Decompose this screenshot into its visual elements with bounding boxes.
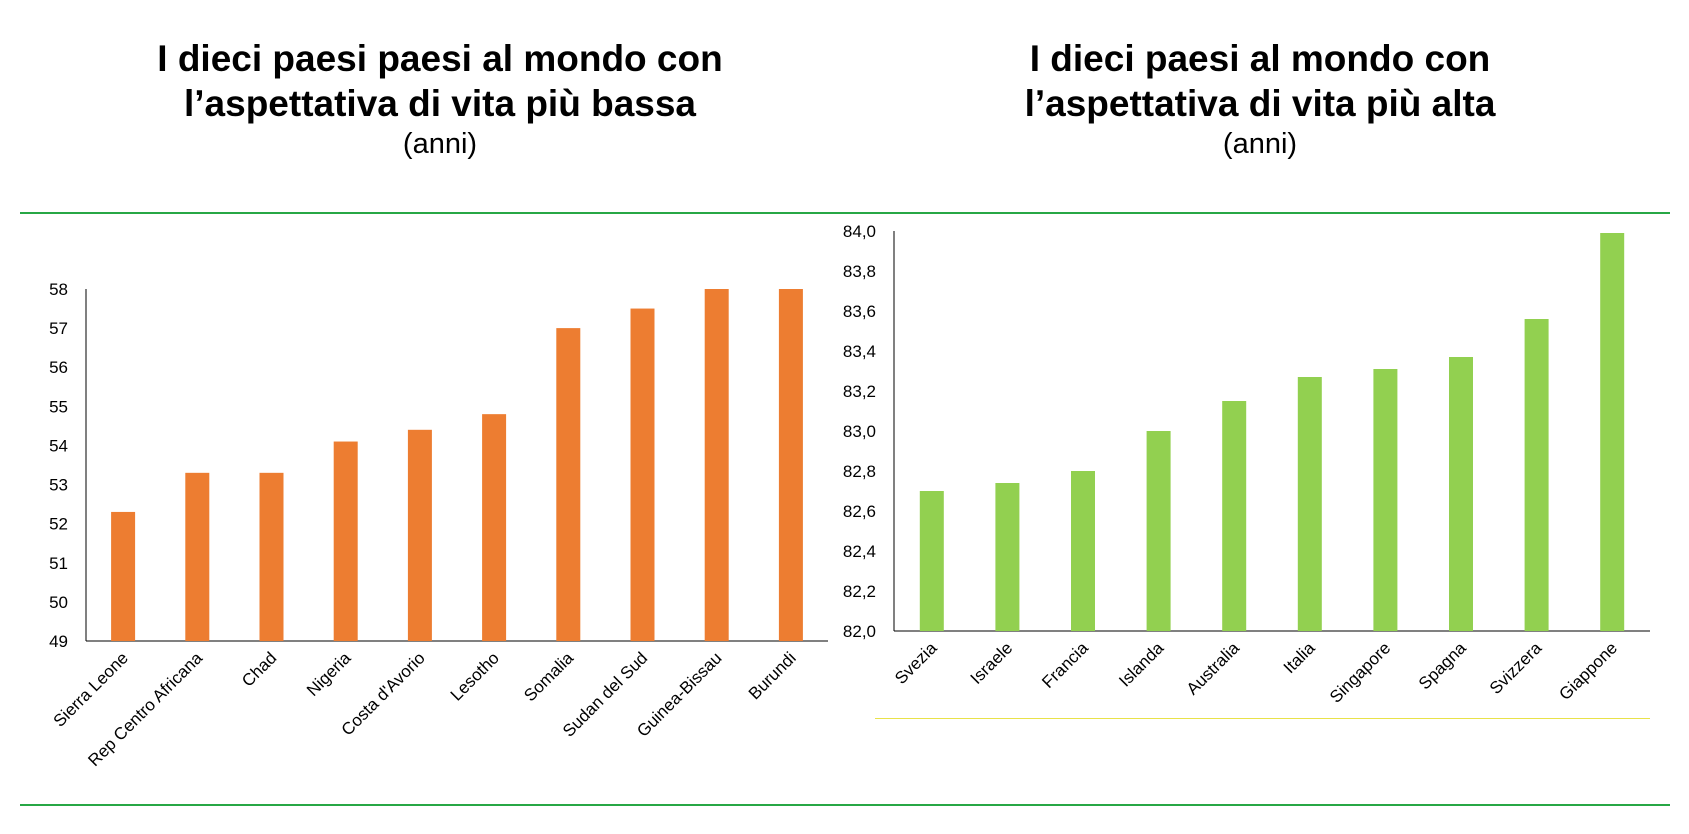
right-category-label: Israele	[967, 638, 1017, 688]
right-category-label: Australia	[1183, 638, 1244, 699]
right-bar	[1373, 369, 1398, 631]
right-bar	[1071, 471, 1095, 631]
right-y-tick-label: 82,4	[843, 542, 876, 561]
right-bar	[995, 483, 1020, 631]
right-category-label: Svezia	[891, 638, 941, 688]
left-chart-title-line-2: l’aspettativa di vita più bassa	[183, 83, 697, 124]
left-bar	[556, 328, 581, 641]
left-bar	[407, 429, 432, 641]
right-chart-title: I dieci paesi al mondo con l’aspettativa…	[880, 36, 1640, 126]
left-y-tick-label: 51	[49, 554, 68, 573]
left-bar	[704, 289, 729, 641]
left-bar	[333, 441, 358, 641]
left-bar	[630, 308, 655, 641]
right-y-tick-label: 84,0	[843, 222, 876, 241]
top-divider	[20, 212, 1670, 214]
right-chart-title-line-2: l’aspettativa di vita più alta	[1024, 83, 1496, 124]
left-bar	[482, 414, 507, 641]
left-bar	[111, 511, 136, 641]
right-bar	[1449, 357, 1473, 631]
right-bar	[919, 491, 944, 631]
right-bar	[1524, 319, 1549, 631]
right-category-label: Islanda	[1115, 638, 1168, 691]
left-bar	[259, 472, 284, 641]
right-bar	[1600, 233, 1625, 631]
right-category-label: Singapore	[1326, 638, 1394, 706]
right-y-tick-label: 82,0	[843, 622, 876, 641]
left-chart-title-line-1: I dieci paesi paesi al mondo con	[157, 38, 723, 79]
left-y-tick-label: 53	[49, 476, 68, 495]
right-chart-underline	[875, 718, 1650, 719]
left-y-tick-label: 56	[49, 358, 68, 377]
right-category-label: Francia	[1038, 638, 1092, 692]
right-category-label: Spagna	[1415, 638, 1470, 693]
left-y-tick-label: 55	[49, 397, 68, 416]
left-bar	[185, 472, 210, 641]
right-y-tick-label: 83,2	[843, 382, 876, 401]
left-y-tick-label: 58	[49, 280, 68, 299]
right-bar	[1297, 377, 1322, 631]
right-chart-title-line-1: I dieci paesi al mondo con	[1029, 38, 1491, 79]
left-chart-subtitle: (anni)	[402, 128, 478, 160]
right-category-label: Italia	[1280, 638, 1319, 677]
right-y-tick-label: 82,6	[843, 502, 876, 521]
right-y-tick-label: 83,0	[843, 422, 876, 441]
right-category-label: Svizzera	[1486, 638, 1546, 698]
right-category-label: Giappone	[1555, 638, 1621, 704]
right-bar	[1146, 431, 1171, 631]
left-y-tick-label: 49	[49, 632, 68, 651]
bottom-divider	[20, 804, 1670, 806]
left-y-tick-label: 50	[49, 593, 68, 612]
right-y-tick-label: 83,6	[843, 302, 876, 321]
left-y-tick-label: 57	[49, 319, 68, 338]
left-y-tick-label: 54	[49, 436, 68, 455]
left-chart-title: I dieci paesi paesi al mondo con l’aspet…	[60, 36, 820, 126]
right-chart-subtitle: (anni)	[1222, 128, 1298, 160]
right-y-tick-label: 82,2	[843, 582, 876, 601]
right-y-tick-label: 83,4	[843, 342, 876, 361]
left-y-tick-label: 52	[49, 515, 68, 534]
right-y-tick-label: 83,8	[843, 262, 876, 281]
right-y-tick-label: 82,8	[843, 462, 876, 481]
right-bar	[1222, 401, 1247, 631]
left-bar	[778, 289, 803, 641]
